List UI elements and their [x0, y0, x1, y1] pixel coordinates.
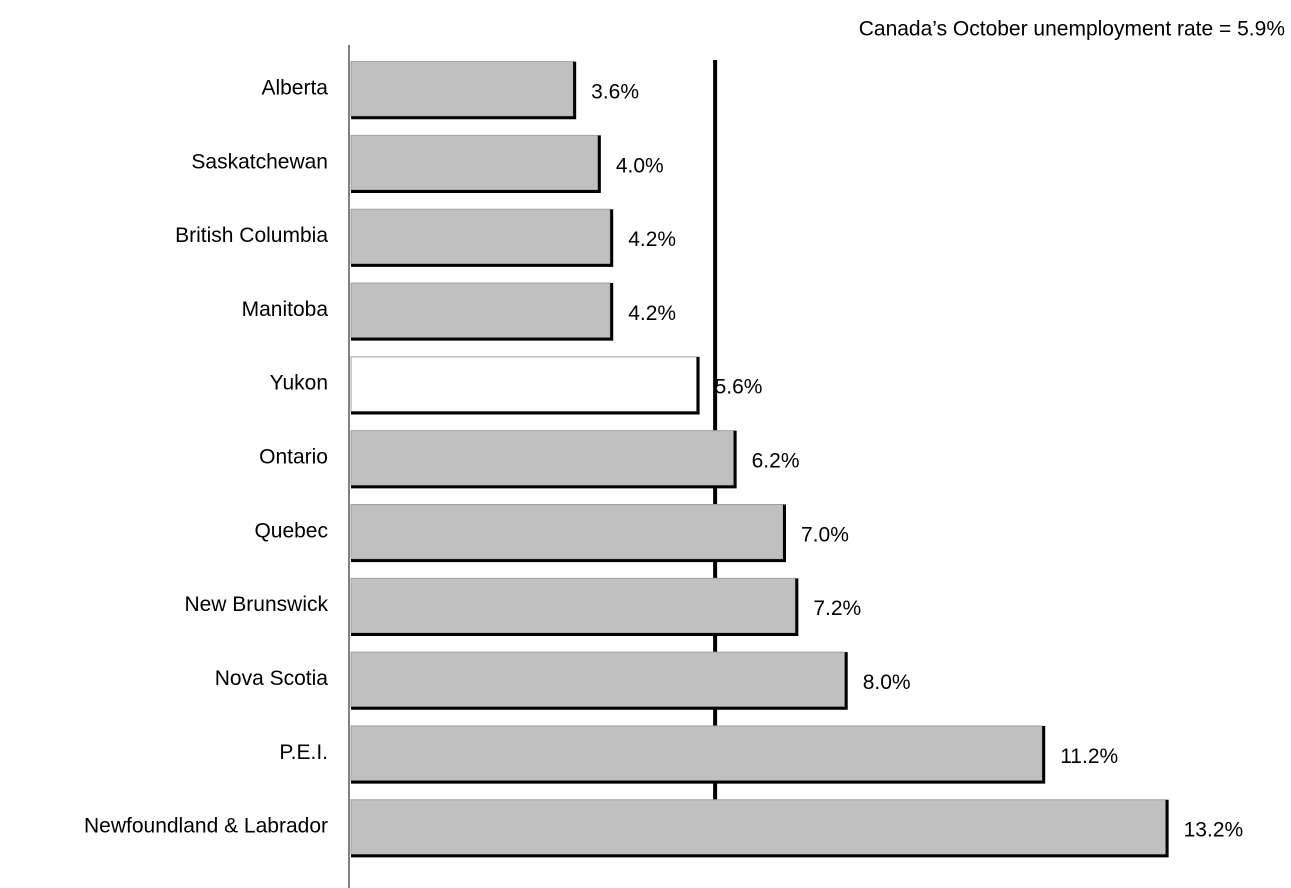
- bar: [350, 61, 574, 117]
- value-label: 3.6%: [591, 80, 639, 103]
- bar-shadow: [351, 578, 799, 636]
- bar: [350, 504, 784, 560]
- bar-shadow: [351, 725, 1046, 784]
- value-label: 13.2%: [1184, 819, 1244, 842]
- bar-shadow: [351, 430, 737, 489]
- bar: [350, 134, 599, 191]
- value-label: 11.2%: [1060, 745, 1118, 768]
- bar-shadow: [351, 504, 786, 563]
- bar: [350, 799, 1167, 855]
- bar: [350, 651, 846, 708]
- category-label: Saskatchewan: [191, 150, 328, 173]
- category-label: Newfoundland & Labrador: [84, 815, 328, 838]
- bar-shadow: [351, 356, 700, 415]
- bar-shadow: [351, 283, 614, 341]
- bar: [350, 282, 611, 339]
- bar: [350, 356, 698, 412]
- bar-shadow: [351, 135, 601, 194]
- bar: [350, 430, 735, 486]
- category-label: Yukon: [270, 372, 328, 395]
- bar-shadow: [351, 61, 577, 120]
- bar: [350, 725, 1043, 782]
- bar: [350, 208, 611, 265]
- value-label: 6.2%: [752, 450, 800, 473]
- category-label: Nova Scotia: [215, 667, 329, 690]
- category-label: Ontario: [259, 446, 328, 469]
- annotation: Canada’s October unemployment rate = 5.9…: [859, 18, 1285, 41]
- bar-shadow: [351, 799, 1169, 858]
- category-label: P.E.I.: [279, 741, 328, 764]
- category-label: New Brunswick: [184, 593, 328, 616]
- value-label: 7.0%: [801, 523, 849, 546]
- value-label: 4.2%: [628, 302, 676, 325]
- category-label: Alberta: [261, 76, 328, 99]
- value-label: 4.0%: [616, 154, 664, 177]
- bar-shadow: [351, 209, 614, 267]
- value-label: 7.2%: [813, 597, 861, 620]
- value-label: 4.2%: [628, 228, 676, 251]
- category-label: Manitoba: [242, 298, 329, 321]
- category-label: Quebec: [254, 519, 328, 542]
- bar: [350, 577, 796, 634]
- category-label: British Columbia: [175, 224, 328, 247]
- value-label: 8.0%: [863, 671, 911, 694]
- value-label: 5.6%: [715, 376, 763, 399]
- bar-shadow: [351, 652, 848, 710]
